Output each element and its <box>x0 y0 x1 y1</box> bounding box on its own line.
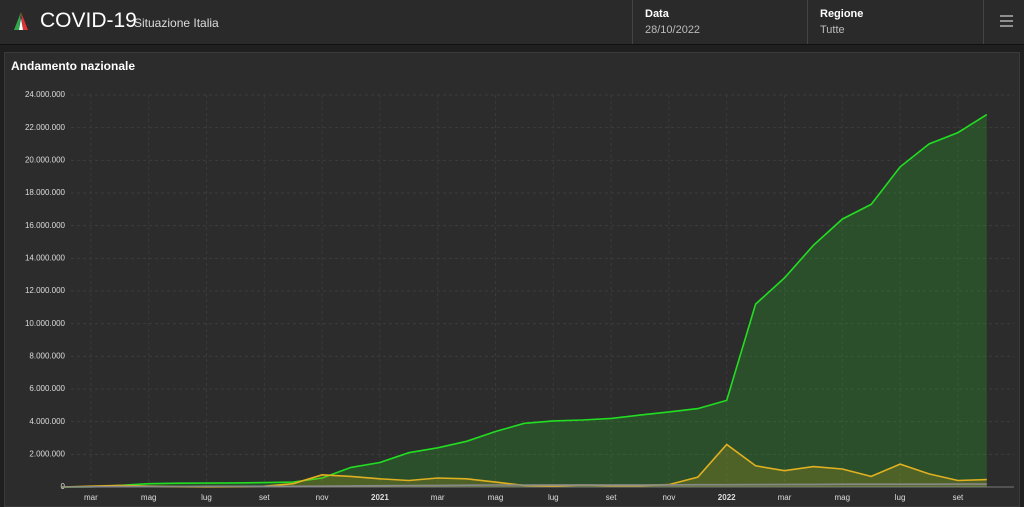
x-tick-label: lug <box>201 493 212 502</box>
chart-title: Andamento nazionale <box>11 59 136 73</box>
x-tick-label: mar <box>778 493 792 502</box>
y-tick-label: 10.000.000 <box>25 319 66 328</box>
region-selector[interactable]: Regione Tutte <box>807 0 983 44</box>
x-tick-label: nov <box>316 493 329 502</box>
y-tick-label: 18.000.000 <box>25 188 66 197</box>
x-tick-label: set <box>606 493 617 502</box>
series-line <box>61 483 987 488</box>
x-tick-label: mag <box>141 493 157 502</box>
y-tick-label: 20.000.000 <box>25 155 66 164</box>
area-fill <box>62 114 987 487</box>
y-tick-label: 22.000.000 <box>25 123 66 132</box>
x-tick-label: set <box>259 493 270 502</box>
y-tick-label: 6.000.000 <box>29 384 65 393</box>
chart-panel: Andamento nazionale 0 2.000.000 4.000.000 6… <box>4 52 1020 507</box>
y-tick-label: 14.000.000 <box>25 253 66 262</box>
menu-button[interactable] <box>983 0 1024 44</box>
x-tick-label: mar <box>431 493 445 502</box>
y-tick-label: 12.000.000 <box>25 286 66 295</box>
region-label: Regione <box>820 8 864 20</box>
x-tick-label: lug <box>548 493 559 502</box>
x-tick-label: mar <box>84 493 98 502</box>
x-tick-label: 2021 <box>371 493 389 502</box>
chart: 02.000.0004.000.0006.000.0008.000.00010.… <box>25 90 1014 502</box>
y-tick-label: 2.000.000 <box>29 449 65 458</box>
y-tick-label: 24.000.000 <box>25 90 66 99</box>
series-line <box>61 113 988 488</box>
x-tick-label: nov <box>662 493 675 502</box>
app-title: COVID-19 <box>40 9 137 32</box>
y-tick-label: 4.000.000 <box>29 417 65 426</box>
x-tick-label: mag <box>835 493 851 502</box>
y-tick-label: 8.000.000 <box>29 351 65 360</box>
logo <box>14 12 28 30</box>
x-tick-label: set <box>953 493 964 502</box>
area-fill <box>62 444 987 487</box>
x-tick-label: mag <box>488 493 504 502</box>
date-label: Data <box>645 8 669 20</box>
y-tick-label: 16.000.000 <box>25 221 66 230</box>
header: COVID-19 Situazione Italia Data 28/10/20… <box>0 0 1024 45</box>
date-selector[interactable]: Data 28/10/2022 <box>632 0 808 44</box>
region-value: Tutte <box>820 24 845 36</box>
date-value: 28/10/2022 <box>645 24 701 36</box>
app-subtitle: Situazione Italia <box>134 16 219 30</box>
x-tick-label: lug <box>895 493 906 502</box>
x-tick-label: 2022 <box>718 493 736 502</box>
menu-icon <box>1000 15 1013 27</box>
